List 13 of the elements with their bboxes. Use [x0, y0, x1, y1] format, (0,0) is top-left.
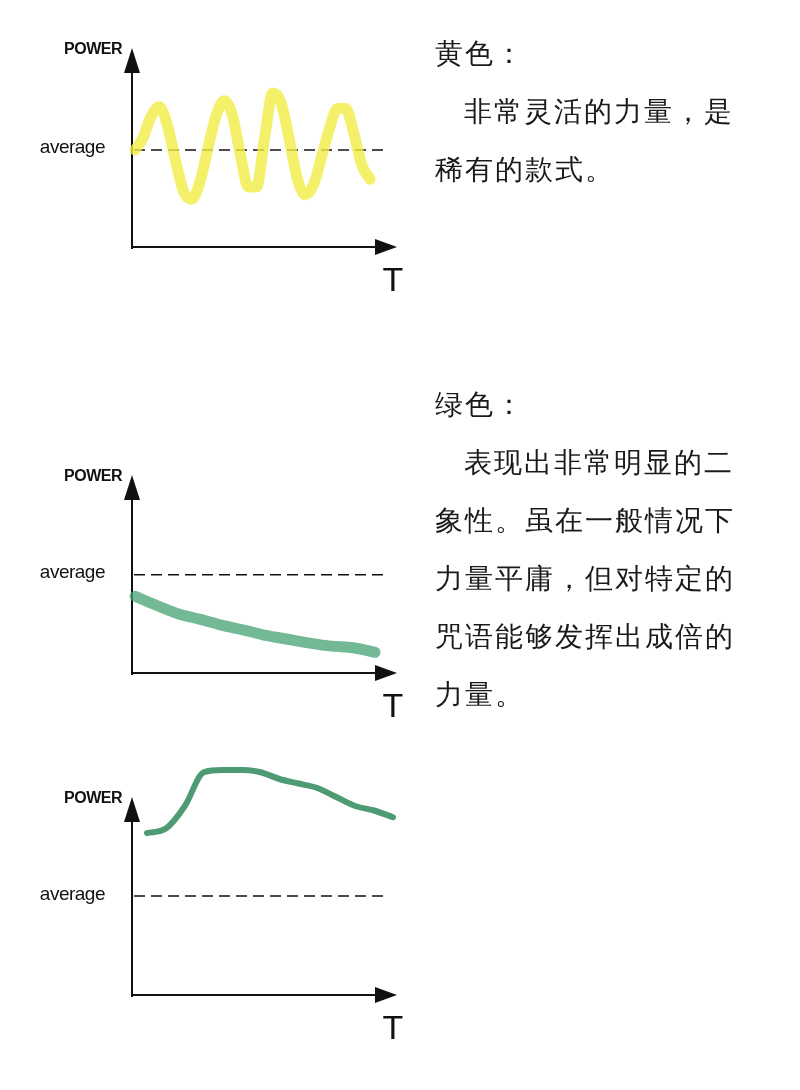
- x-axis-title: T: [382, 260, 404, 298]
- text: 非常灵活的力量，是稀有的款式。: [435, 94, 735, 188]
- ref-line-label: average: [39, 561, 105, 583]
- ref-line-label: average: [39, 882, 105, 904]
- y-axis-title: POWER: [64, 466, 123, 484]
- text: 绿色：: [435, 387, 526, 423]
- text: 黄色：: [435, 36, 526, 72]
- x-axis-title: T: [382, 1008, 404, 1046]
- text: 表现出非常明显的二象性。虽在一般情况下力量平庸，但对特定的咒语能够发挥出成倍的力量。: [435, 445, 736, 713]
- y-axis-title: POWER: [64, 788, 123, 806]
- y-axis-title: POWER: [64, 39, 123, 57]
- x-axis-title: T: [382, 686, 404, 724]
- ref-line-label: average: [39, 136, 105, 158]
